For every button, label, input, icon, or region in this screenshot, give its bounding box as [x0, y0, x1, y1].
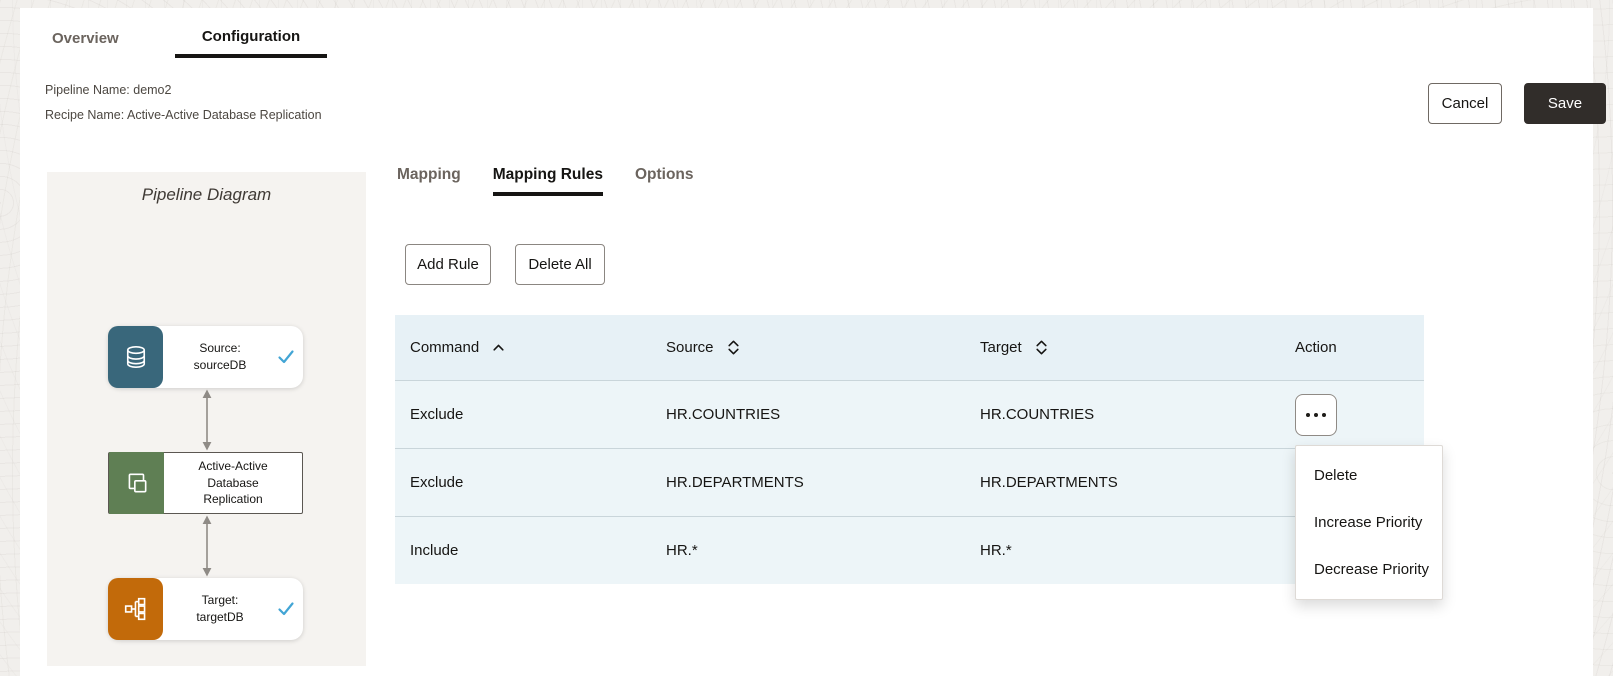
cell-command: Exclude	[410, 406, 464, 423]
sort-both-icon	[727, 340, 739, 355]
table-header-row: Command Source Target Act	[395, 315, 1424, 380]
cell-target: HR.COUNTRIES	[980, 406, 1095, 423]
row-actions-button[interactable]	[1295, 393, 1337, 436]
menu-item-delete[interactable]: Delete	[1314, 467, 1358, 484]
menu-item-increase-priority[interactable]: Increase Priority	[1314, 514, 1423, 531]
source-node-label: Source: sourceDB	[163, 340, 277, 374]
cell-action	[1280, 393, 1424, 436]
pipeline-name-label: Pipeline Name: demo2	[45, 83, 172, 97]
column-header-action-label: Action	[1295, 339, 1337, 356]
cell-command: Include	[410, 542, 459, 559]
target-node-label-line1: Target:	[201, 593, 239, 608]
source-node-label-line1: Source:	[199, 341, 241, 356]
source-node[interactable]: Source: sourceDB	[108, 326, 303, 388]
page-card: Overview Configuration Pipeline Name: de…	[20, 8, 1606, 676]
column-header-command[interactable]: Command	[395, 339, 651, 356]
tab-options[interactable]: Options	[634, 166, 694, 183]
content-tab-bar: Mapping Mapping Rules Options	[397, 166, 694, 196]
recipe-node[interactable]: Active-Active Database Replication	[108, 452, 303, 514]
diagram-title: Pipeline Diagram	[141, 185, 272, 204]
bidirectional-arrow	[202, 515, 212, 577]
column-header-command-label: Command	[410, 339, 480, 356]
column-header-source-label: Source	[666, 339, 714, 356]
cell-target: HR.DEPARTMENTS	[980, 474, 1118, 491]
cell-source: HR.DEPARTMENTS	[666, 474, 804, 491]
tab-mapping[interactable]: Mapping	[397, 166, 461, 183]
cell-source: HR.COUNTRIES	[666, 406, 781, 423]
menu-item-decrease-priority[interactable]: Decrease Priority	[1314, 561, 1430, 578]
recipe-node-label: Active-Active Database Replication	[198, 458, 268, 507]
tab-configuration[interactable]: Configuration	[175, 28, 327, 58]
target-node[interactable]: Target: targetDB	[108, 578, 303, 640]
column-header-target-label: Target	[980, 339, 1022, 356]
cancel-button[interactable]: Cancel	[1428, 83, 1502, 124]
tab-overview[interactable]: Overview	[52, 30, 119, 47]
source-node-label-line2: sourceDB	[193, 358, 247, 372]
ellipsis-icon	[1306, 412, 1310, 417]
sort-both-icon	[1036, 340, 1047, 355]
bidirectional-arrow	[202, 389, 212, 451]
recipe-name-label: Recipe Name: Active-Active Database Repl…	[45, 108, 322, 122]
column-header-action: Action	[1280, 339, 1424, 356]
copy-icon	[109, 452, 164, 514]
pipeline-diagram-panel: Pipeline Diagram Source: sourceDB	[47, 172, 366, 666]
database-icon	[108, 326, 163, 388]
table-row: Exclude HR.COUNTRIES HR.COUNTRIES	[395, 380, 1424, 448]
mapping-rules-table: Command Source Target Act	[395, 315, 1424, 584]
cell-command: Exclude	[410, 474, 464, 491]
cell-target: HR.*	[980, 542, 1012, 559]
column-header-target[interactable]: Target	[965, 339, 1280, 356]
tab-mapping-rules[interactable]: Mapping Rules	[492, 166, 603, 196]
check-icon	[278, 350, 294, 364]
hierarchy-icon	[108, 578, 163, 640]
check-icon	[278, 602, 294, 616]
add-rule-button[interactable]: Add Rule	[405, 244, 491, 285]
row-action-menu: Delete Increase Priority Decrease Priori…	[1295, 445, 1443, 600]
target-node-label-line2: targetDB	[196, 610, 244, 624]
column-header-source[interactable]: Source	[651, 339, 965, 356]
delete-all-button[interactable]: Delete All	[515, 244, 605, 285]
table-row: Include HR.* HR.*	[395, 516, 1424, 584]
save-button[interactable]: Save	[1524, 83, 1606, 124]
sort-ascending-icon	[493, 344, 504, 351]
cell-source: HR.*	[666, 542, 698, 559]
target-node-label: Target: targetDB	[163, 592, 277, 626]
table-row: Exclude HR.DEPARTMENTS HR.DEPARTMENTS	[395, 448, 1424, 516]
